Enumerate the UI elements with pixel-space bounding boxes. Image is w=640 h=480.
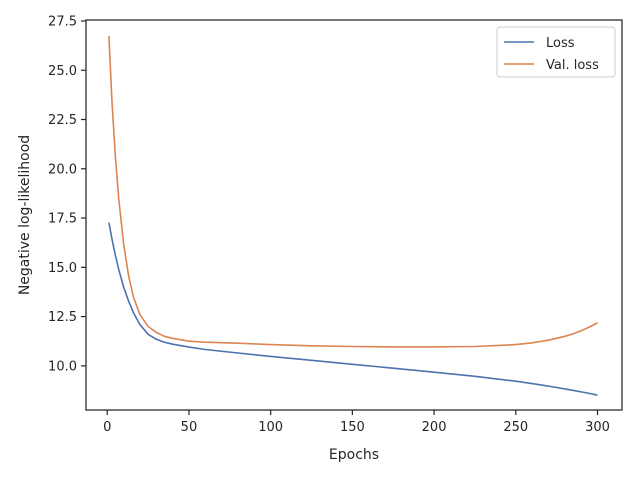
y-tick-label: 15.0 — [48, 261, 77, 276]
x-tick-label: 250 — [503, 420, 528, 435]
x-tick-label: 100 — [258, 420, 283, 435]
x-tick-label: 0 — [103, 420, 111, 435]
y-tick-label: 20.0 — [48, 162, 77, 177]
x-tick-label: 150 — [340, 420, 365, 435]
y-tick-label: 17.5 — [48, 212, 77, 227]
x-axis-label: Epochs — [329, 447, 379, 463]
y-axis-label: Negative log-likelihood — [17, 135, 33, 295]
x-tick-label: 50 — [181, 420, 198, 435]
legend-label-loss: Loss — [546, 36, 575, 51]
x-axis-ticks: 0 50 100 150 200 250 300 — [103, 410, 610, 435]
series-line-loss — [108, 222, 598, 396]
y-tick-label: 25.0 — [48, 64, 77, 79]
x-tick-label: 200 — [422, 420, 447, 435]
legend-label-val-loss: Val. loss — [546, 58, 599, 73]
series-line-val-loss — [108, 35, 598, 348]
y-tick-label: 22.5 — [48, 113, 77, 128]
y-tick-label: 12.5 — [48, 310, 77, 325]
y-axis-ticks: 10.0 12.5 15.0 17.5 20.0 22.5 25.0 27.5 — [48, 14, 86, 374]
y-tick-label: 10.0 — [48, 359, 77, 374]
plot-area — [108, 35, 598, 396]
y-tick-label: 27.5 — [48, 14, 77, 29]
x-tick-label: 300 — [585, 420, 610, 435]
plot-frame — [85, 19, 623, 411]
legend: Loss Val. loss — [496, 26, 616, 78]
